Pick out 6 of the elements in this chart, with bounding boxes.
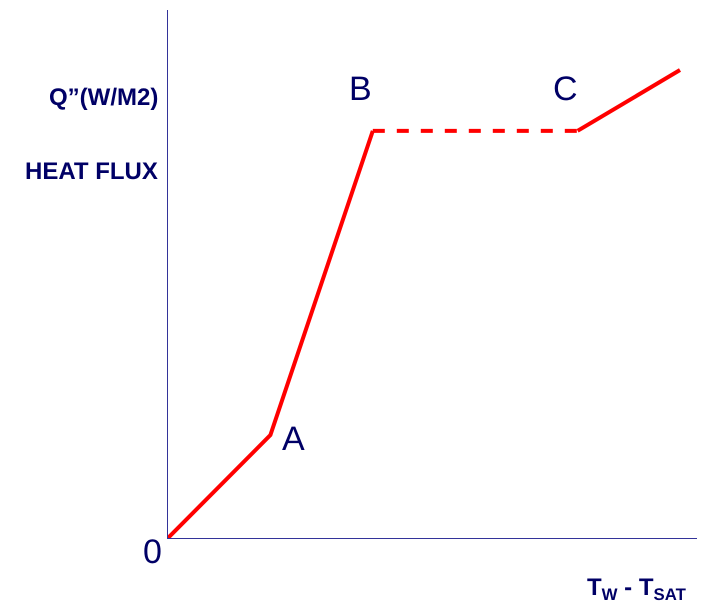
annotation: A (282, 420, 305, 458)
x-axis-title: T$_{W}$ - T$_{SAT}$ (587, 574, 687, 604)
annotation: C (553, 70, 578, 108)
text: 0 (143, 533, 162, 571)
annotation: B (349, 70, 372, 108)
text: Q”(W/M2) HEAT FLUX (25, 84, 158, 185)
